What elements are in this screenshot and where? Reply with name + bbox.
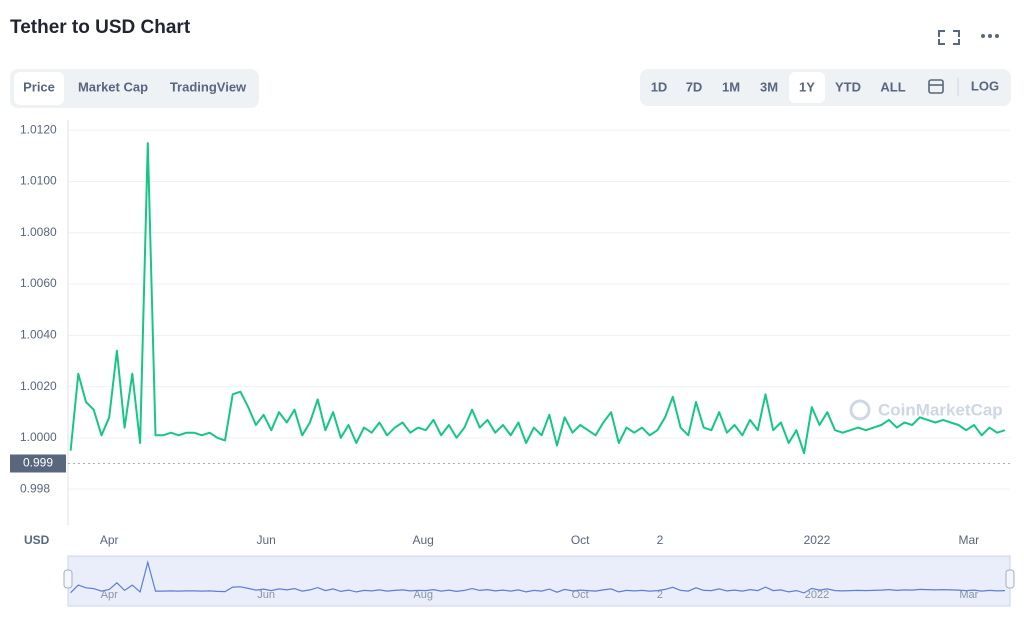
x-tick-label: 2022 [804, 533, 831, 547]
tab[interactable]: Price [23, 79, 55, 94]
unit-label: USD [24, 533, 50, 547]
navigator [67, 555, 1011, 607]
y-tick-label: 1.0060 [20, 276, 57, 290]
tab-selected-bg [14, 72, 64, 105]
watermark-logo [849, 399, 871, 421]
range-group [640, 69, 1011, 106]
navigator-tick-label: 2022 [805, 589, 829, 601]
dot [981, 34, 985, 38]
price-line [69, 142, 1006, 455]
navigator-tick-label: Jun [257, 589, 275, 601]
dot [995, 34, 999, 38]
fullscreen-icon[interactable] [938, 30, 960, 45]
y-tick-label: 1.0000 [20, 430, 57, 444]
navigator-tick-label: Apr [101, 589, 118, 601]
x-tick-label: Apr [100, 533, 119, 547]
range-button[interactable]: YTD [835, 79, 861, 94]
x-tick-label: Jun [257, 533, 276, 547]
chart-title: Tether to USD Chart [10, 17, 191, 38]
tab-group [10, 69, 259, 108]
x-tick-label: 2 [657, 533, 664, 547]
range-button[interactable]: ALL [880, 79, 905, 94]
current-price-badge [10, 454, 66, 473]
navigator-line [70, 559, 1005, 594]
more-icon[interactable] [981, 34, 999, 38]
navigator-tick-label: Oct [572, 589, 589, 601]
navigator-tick-label: Mar [959, 589, 978, 601]
y-tick-label: 1.0020 [20, 379, 57, 393]
range-selected-bg [789, 72, 825, 103]
range-button[interactable]: 7D [686, 79, 703, 94]
y-tick-label: 0.998 [20, 481, 50, 495]
calendar-glyph [928, 79, 944, 94]
tab[interactable]: Market Cap [78, 79, 148, 94]
calendar-icon[interactable] [928, 79, 944, 94]
range-button[interactable]: 3M [760, 79, 778, 94]
navigator-handle[interactable] [63, 569, 73, 589]
x-tick-label: Aug [413, 533, 434, 547]
navigator-tick-label: 2 [657, 589, 663, 601]
y-tick-label: 1.0080 [20, 225, 57, 239]
navigator-handle[interactable] [1005, 569, 1015, 589]
y-tick-label: 1.0120 [20, 122, 57, 136]
navigator-tick-label: Aug [413, 589, 433, 601]
watermark: CoinMarketCap [878, 400, 1003, 419]
x-tick-label: Oct [571, 533, 590, 547]
dot [988, 34, 992, 38]
tab[interactable]: TradingView [170, 79, 247, 94]
x-tick-label: Mar [958, 533, 979, 547]
range-button[interactable]: 1M [722, 79, 740, 94]
log-button[interactable]: LOG [971, 78, 999, 93]
range-button[interactable]: 1D [651, 79, 668, 94]
current-price-label: 0.999 [23, 456, 53, 470]
range-button[interactable]: 1Y [799, 79, 815, 94]
fullscreen-glyph [938, 30, 960, 45]
y-tick-label: 1.0100 [20, 174, 57, 188]
y-tick-label: 1.0040 [20, 327, 57, 341]
